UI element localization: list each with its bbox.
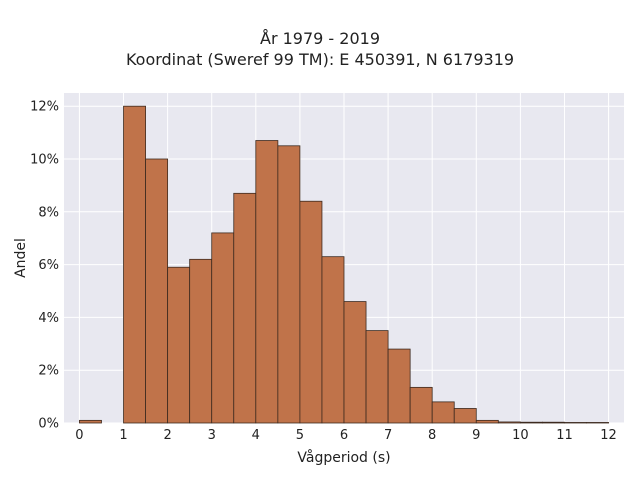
- x-tick-label: 8: [428, 428, 436, 443]
- histogram-bar: [343, 301, 367, 424]
- histogram-bar: [255, 140, 279, 424]
- histogram-bar: [564, 422, 587, 424]
- y-tick-label: 8%: [38, 205, 59, 220]
- y-axis-label: Andel: [13, 238, 29, 278]
- histogram-bar: [321, 256, 345, 424]
- chart-title: År 1979 - 2019: [260, 29, 380, 48]
- histogram-bar: [233, 192, 257, 424]
- x-tick-label: 4: [252, 428, 260, 443]
- histogram-bar: [167, 266, 191, 424]
- histogram-bar: [145, 158, 169, 424]
- y-tick-label: 2%: [38, 364, 59, 379]
- x-tick-label: 11: [556, 428, 573, 443]
- x-tick-label: 6: [340, 428, 348, 443]
- x-tick-label: 1: [119, 428, 127, 443]
- x-tick-label: 2: [163, 428, 171, 443]
- y-axis-ticks: 0% 2% 4% 6% 8% 10% 12%: [30, 100, 59, 432]
- histogram-bar: [211, 232, 235, 424]
- y-tick-label: 4%: [38, 311, 59, 326]
- x-axis-ticks: 0 1 2 3 4 5 6 7 8 9 10 11 12: [75, 428, 617, 443]
- histogram-bar: [299, 200, 323, 424]
- histogram-bar: [497, 421, 521, 424]
- y-tick-label: 0%: [38, 417, 59, 432]
- x-tick-label: 0: [75, 428, 83, 443]
- x-axis-label: Vågperiod (s): [297, 449, 390, 466]
- histogram-bar: [542, 421, 565, 424]
- y-tick-label: 6%: [38, 258, 59, 273]
- histogram-bar: [586, 422, 609, 424]
- histogram-bar: [387, 348, 411, 424]
- x-tick-label: 12: [600, 428, 617, 443]
- histogram-bar: [475, 419, 499, 424]
- histogram-bar: [519, 421, 543, 424]
- chart-subtitle: Koordinat (Sweref 99 TM): E 450391, N 61…: [125, 50, 515, 69]
- x-tick-label: 9: [472, 428, 480, 443]
- histogram-bar: [79, 419, 102, 424]
- x-tick-label: 10: [512, 428, 529, 443]
- histogram-bar: [277, 145, 301, 424]
- histogram-bar: [123, 105, 146, 424]
- histogram-bar: [365, 330, 389, 424]
- x-tick-label: 7: [384, 428, 392, 443]
- histogram-bar: [189, 258, 213, 424]
- x-tick-label: 3: [208, 428, 216, 443]
- x-tick-label: 5: [296, 428, 304, 443]
- histogram-bar: [453, 408, 477, 424]
- y-tick-label: 10%: [30, 153, 59, 168]
- histogram-bar: [409, 386, 433, 424]
- histogram-bar: [431, 401, 455, 424]
- bars: [79, 105, 609, 424]
- y-tick-label: 12%: [30, 100, 59, 115]
